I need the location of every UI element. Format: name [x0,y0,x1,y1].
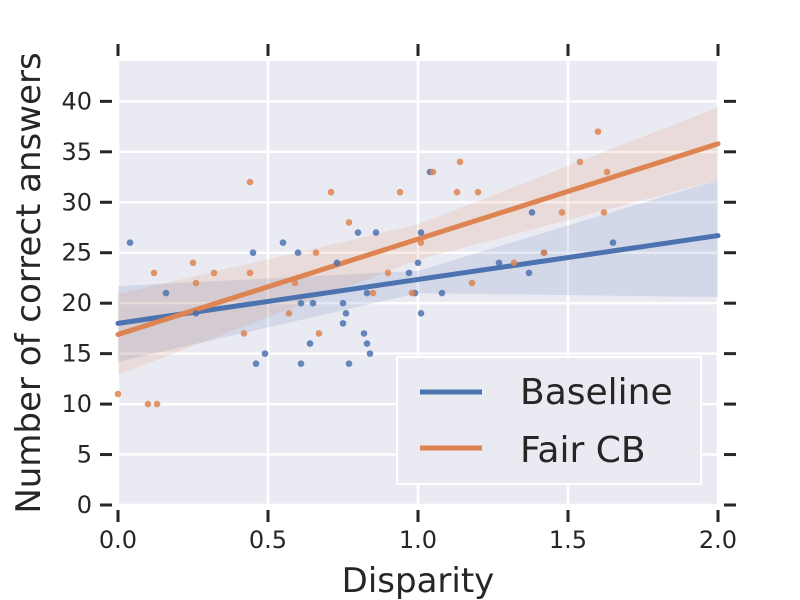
data-point-0 [438,289,446,297]
regression-line-1 [115,141,721,337]
data-point-0 [528,209,536,216]
data-point-1 [246,269,254,277]
data-point-0 [297,360,305,368]
y-tick-label: 40 [61,87,92,115]
data-point-1 [429,168,437,176]
data-point-1 [192,279,200,287]
data-point-1 [558,209,566,216]
data-point-0 [366,350,374,357]
data-point-1 [594,128,602,135]
scatter-points [114,128,617,408]
x-tick-label: 1.5 [549,526,587,554]
data-point-0 [261,350,269,357]
x-axis-title: Disparity [342,561,495,600]
data-point-1 [327,188,335,196]
data-point-0 [309,299,317,307]
data-point-1 [114,390,122,398]
legend-box [396,356,702,485]
data-point-0 [294,249,302,257]
data-point-0 [345,360,353,368]
data-point-0 [279,239,287,246]
x-tick-label: 1.0 [399,526,437,554]
data-point-0 [297,299,305,307]
data-point-0 [354,229,362,236]
x-tick-label: 2.0 [699,526,737,554]
y-tick-label: 35 [61,138,92,166]
y-tick-label: 30 [61,188,92,216]
data-point-1 [384,269,392,277]
data-point-0 [363,289,371,297]
data-point-1 [540,249,548,257]
data-point-1 [369,289,377,297]
regression-lines [115,141,721,337]
data-point-1 [210,269,218,277]
y-tick-label: 20 [61,289,92,317]
data-point-1 [576,158,584,166]
data-point-0 [252,360,260,368]
data-point-0 [417,309,425,317]
data-point-1 [153,400,161,408]
data-point-0 [339,320,347,327]
data-point-1 [144,400,152,408]
data-point-0 [306,340,314,347]
y-tick-label: 10 [61,390,92,418]
y-tick-label: 0 [77,491,92,519]
data-point-1 [456,158,464,166]
data-point-1 [453,188,461,196]
y-tick-label: 5 [77,441,92,469]
data-point-0 [249,249,257,257]
data-point-1 [345,219,353,226]
data-point-0 [363,340,371,347]
data-point-0 [126,239,134,246]
legend: Baseline Fair CB [396,356,702,485]
data-point-1 [291,279,299,287]
y-tick-label: 25 [61,239,92,267]
data-point-1 [417,239,425,246]
data-point-0 [162,289,170,297]
data-point-0 [192,309,200,317]
data-point-1 [396,188,404,196]
data-point-0 [360,330,368,337]
legend-label-baseline: Baseline [520,372,673,413]
data-point-0 [414,259,422,267]
data-point-1 [474,188,482,196]
x-tick-label: 0.5 [249,526,287,554]
data-point-1 [408,289,416,297]
data-point-1 [603,168,611,176]
confidence-band-0 [118,180,718,362]
data-point-0 [609,239,617,246]
data-point-1 [468,279,476,287]
data-point-1 [246,178,254,186]
data-point-1 [312,249,320,257]
data-point-0 [417,229,425,236]
data-point-0 [405,269,413,277]
data-point-1 [189,259,197,267]
legend-label-fair-cb: Fair CB [520,430,646,471]
y-tick-label: 15 [61,340,92,368]
data-point-1 [315,330,323,337]
data-point-1 [240,330,248,337]
data-point-0 [342,309,350,317]
regression-line-0 [115,233,721,326]
data-point-0 [339,299,347,307]
axis-ticks [100,44,736,522]
data-point-1 [285,309,293,317]
x-tick-labels: 0.0 0.5 1.0 1.5 2.0 [99,526,737,554]
data-point-0 [525,269,533,277]
data-point-0 [333,259,341,267]
data-point-0 [372,229,380,236]
y-tick-labels: 0 5 10 15 20 25 30 35 40 [61,87,92,519]
data-point-1 [600,209,608,216]
x-tick-label: 0.0 [99,526,137,554]
y-axis-title: Number of correct answers [9,52,49,513]
data-point-0 [495,259,503,267]
data-point-1 [510,259,518,267]
data-point-1 [150,269,158,277]
